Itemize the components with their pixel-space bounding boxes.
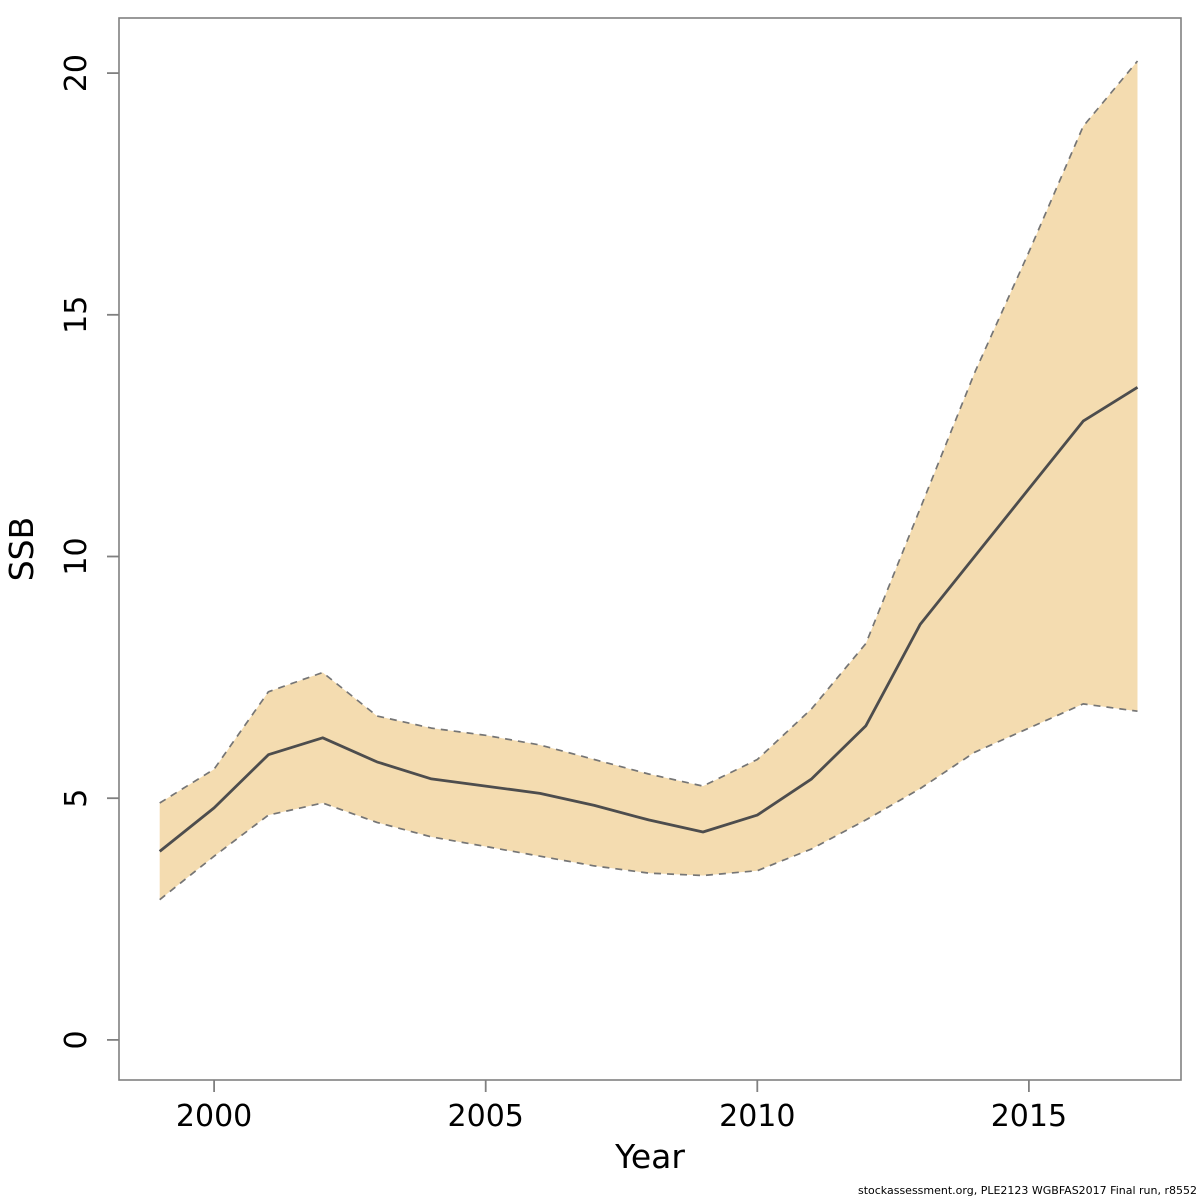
y-tick-label: 15 [59,296,94,334]
lower-ci-line [159,703,1138,901]
ssb-estimate-line [158,386,1139,853]
upper-ci-line [159,60,1139,804]
x-tick-label: 2005 [448,1099,524,1134]
y-axis-title: SSB [2,517,41,582]
x-tick-label: 2000 [176,1099,252,1134]
confidence-band [159,61,1138,900]
x-axis-title: Year [614,1137,685,1176]
y-tick-label: 20 [59,54,94,92]
y-tick-label: 10 [59,537,94,575]
x-tick-label: 2010 [719,1099,795,1134]
plot-border [118,17,1182,1081]
chart-plot-area: 2000 2005 2010 2015 0 5 10 15 20 [59,17,1182,1134]
footer-credit: stockassessment.org, PLE2123 WGBFAS2017 … [858,1184,1197,1197]
y-tick-label: 5 [59,789,94,808]
y-tick-label: 0 [59,1030,94,1049]
x-tick-label: 2015 [991,1099,1067,1134]
